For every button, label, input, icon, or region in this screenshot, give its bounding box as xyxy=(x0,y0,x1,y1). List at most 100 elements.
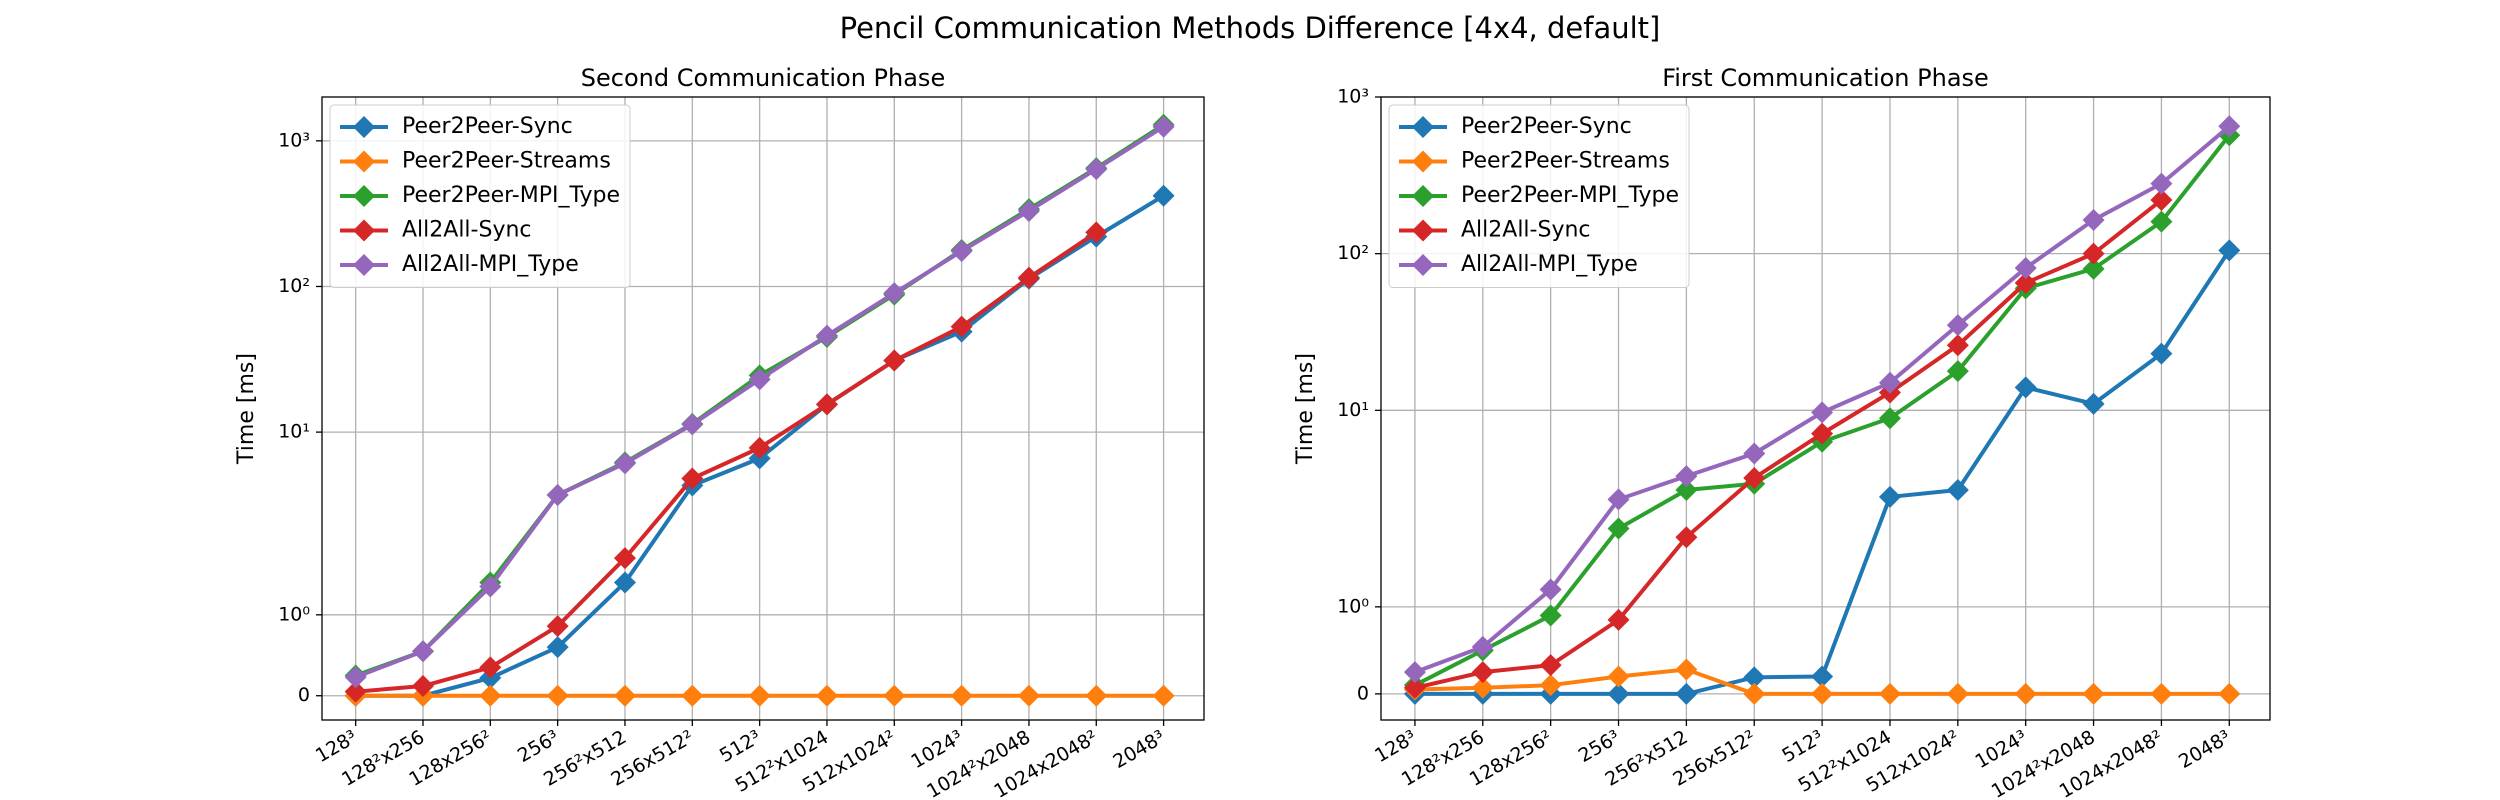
y-tick-label: 10³ xyxy=(1337,86,1369,108)
marker xyxy=(883,282,906,305)
marker xyxy=(613,684,636,707)
marker xyxy=(1539,604,1562,627)
legend-marker xyxy=(1412,185,1434,207)
marker xyxy=(1675,479,1698,502)
marker xyxy=(1539,654,1562,677)
figure-title: Pencil Communication Methods Difference … xyxy=(840,11,1661,45)
legend-marker xyxy=(1412,219,1434,242)
marker xyxy=(2014,271,2037,294)
axes-frame xyxy=(321,96,1205,721)
legend-label: All2All-MPI_Type xyxy=(402,252,579,277)
marker xyxy=(1607,488,1630,511)
marker xyxy=(613,547,636,570)
marker xyxy=(2082,392,2105,415)
legend-label: Peer2Peer-MPI_Type xyxy=(402,183,620,208)
marker xyxy=(815,324,838,347)
marker xyxy=(1017,199,1040,222)
marker xyxy=(883,684,906,707)
legend-marker xyxy=(353,185,375,207)
marker xyxy=(1085,158,1108,181)
marker xyxy=(1878,371,1901,394)
subplot-title: First Communication Phase xyxy=(1662,64,1989,92)
legend-label: All2All-Sync xyxy=(402,218,532,243)
marker xyxy=(950,684,973,707)
marker xyxy=(883,349,906,372)
marker xyxy=(681,413,704,436)
series-line xyxy=(355,230,1098,694)
y-tick-label: 10² xyxy=(278,275,310,297)
marker xyxy=(1085,684,1108,707)
marker xyxy=(1675,682,1698,705)
marker xyxy=(2150,189,2173,212)
legend-label: Peer2Peer-Streams xyxy=(402,149,611,174)
marker xyxy=(748,684,771,707)
marker xyxy=(1946,479,1969,502)
marker xyxy=(1152,184,1175,207)
legend-marker xyxy=(1412,116,1434,138)
marker xyxy=(1017,266,1040,289)
marker xyxy=(1403,661,1426,684)
legend-marker xyxy=(1412,150,1434,173)
axes-frame xyxy=(1380,96,2271,721)
marker xyxy=(411,675,434,698)
marker xyxy=(1946,314,1969,337)
marker xyxy=(1946,682,1969,705)
marker xyxy=(546,483,569,506)
marker xyxy=(1811,422,1834,445)
marker xyxy=(1878,407,1901,430)
marker xyxy=(1946,334,1969,357)
marker xyxy=(1743,666,1766,689)
marker xyxy=(2150,682,2173,705)
legend-marker xyxy=(353,219,375,242)
marker xyxy=(546,684,569,707)
legend-marker xyxy=(353,150,375,173)
marker xyxy=(2218,239,2241,262)
y-tick-label: 0 xyxy=(1357,682,1369,704)
marker xyxy=(2082,257,2105,280)
marker xyxy=(1607,608,1630,631)
marker xyxy=(411,640,434,663)
marker xyxy=(2150,172,2173,195)
y-tick-label: 10¹ xyxy=(1337,399,1369,421)
marker xyxy=(1539,674,1562,697)
marker xyxy=(1607,665,1630,688)
marker xyxy=(1743,442,1766,465)
marker xyxy=(344,680,367,703)
marker xyxy=(1607,682,1630,705)
marker xyxy=(344,666,367,689)
marker xyxy=(1017,684,1040,707)
marker xyxy=(1811,665,1834,688)
marker xyxy=(1878,485,1901,508)
legend-label: Peer2Peer-Sync xyxy=(402,114,573,139)
marker xyxy=(1152,684,1175,707)
legend-label: Peer2Peer-Streams xyxy=(1461,149,1670,174)
marker xyxy=(681,467,704,490)
marker xyxy=(2150,342,2173,365)
marker xyxy=(1471,635,1494,658)
y-axis-label: Time [ms] xyxy=(1293,353,1318,465)
y-tick-label: 10¹ xyxy=(278,421,310,443)
marker xyxy=(1675,526,1698,549)
marker xyxy=(2150,210,2173,233)
marker xyxy=(950,315,973,338)
y-tick-label: 10⁰ xyxy=(1337,595,1369,617)
y-tick-label: 10³ xyxy=(278,129,310,151)
marker xyxy=(2014,256,2037,279)
marker xyxy=(748,368,771,391)
marker xyxy=(1946,360,1969,383)
marker xyxy=(1675,465,1698,488)
marker xyxy=(2082,242,2105,265)
marker xyxy=(1539,578,1562,601)
y-tick-label: 10² xyxy=(1337,242,1369,264)
marker xyxy=(1878,682,1901,705)
marker xyxy=(613,571,636,594)
marker xyxy=(1811,682,1834,705)
marker xyxy=(1471,676,1494,699)
marker xyxy=(748,436,771,459)
marker xyxy=(950,240,973,263)
marker xyxy=(1085,221,1108,244)
legend-label: All2All-Sync xyxy=(1461,218,1591,243)
